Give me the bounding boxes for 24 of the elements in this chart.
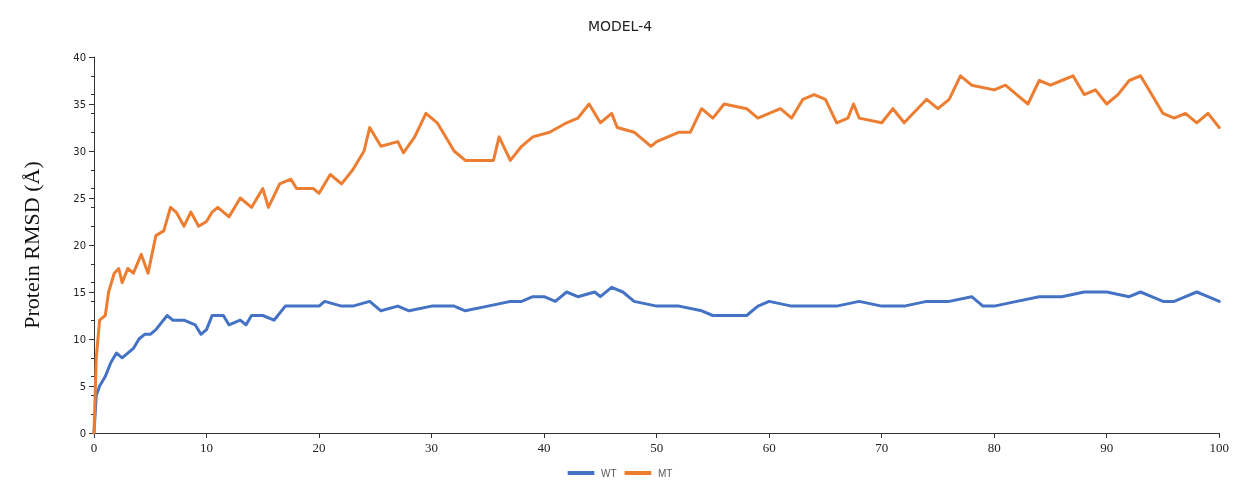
- y-tick-label: 15: [73, 286, 86, 298]
- x-tick-label: 10: [200, 440, 214, 455]
- y-tick-label: 20: [73, 239, 86, 251]
- y-tick-label: 10: [73, 333, 86, 345]
- x-tick-label: 70: [875, 440, 889, 455]
- x-tick-label: 100: [1209, 440, 1229, 455]
- y-tick-label: 40: [73, 51, 86, 63]
- x-tick-label: 30: [425, 440, 439, 455]
- y-tick-label: 25: [73, 192, 86, 204]
- chart-title: MODEL-4: [587, 18, 653, 34]
- legend-label: MT: [657, 467, 673, 479]
- y-axis-title: Protein RMSD (Å): [18, 161, 44, 329]
- x-tick-label: 60: [762, 440, 776, 455]
- x-tick-label: 80: [987, 440, 1001, 455]
- y-tick-label: 35: [73, 98, 86, 110]
- y-tick-label: 0: [79, 427, 86, 439]
- y-tick-label: 5: [79, 380, 86, 392]
- x-tick-label: 0: [90, 440, 98, 455]
- x-tick-label: 40: [537, 440, 551, 455]
- x-tick-label: 20: [312, 440, 326, 455]
- legend-label: WT: [601, 467, 617, 479]
- x-tick-label: 50: [650, 440, 664, 455]
- x-tick-label: 90: [1100, 440, 1114, 455]
- y-tick-label: 30: [73, 145, 86, 157]
